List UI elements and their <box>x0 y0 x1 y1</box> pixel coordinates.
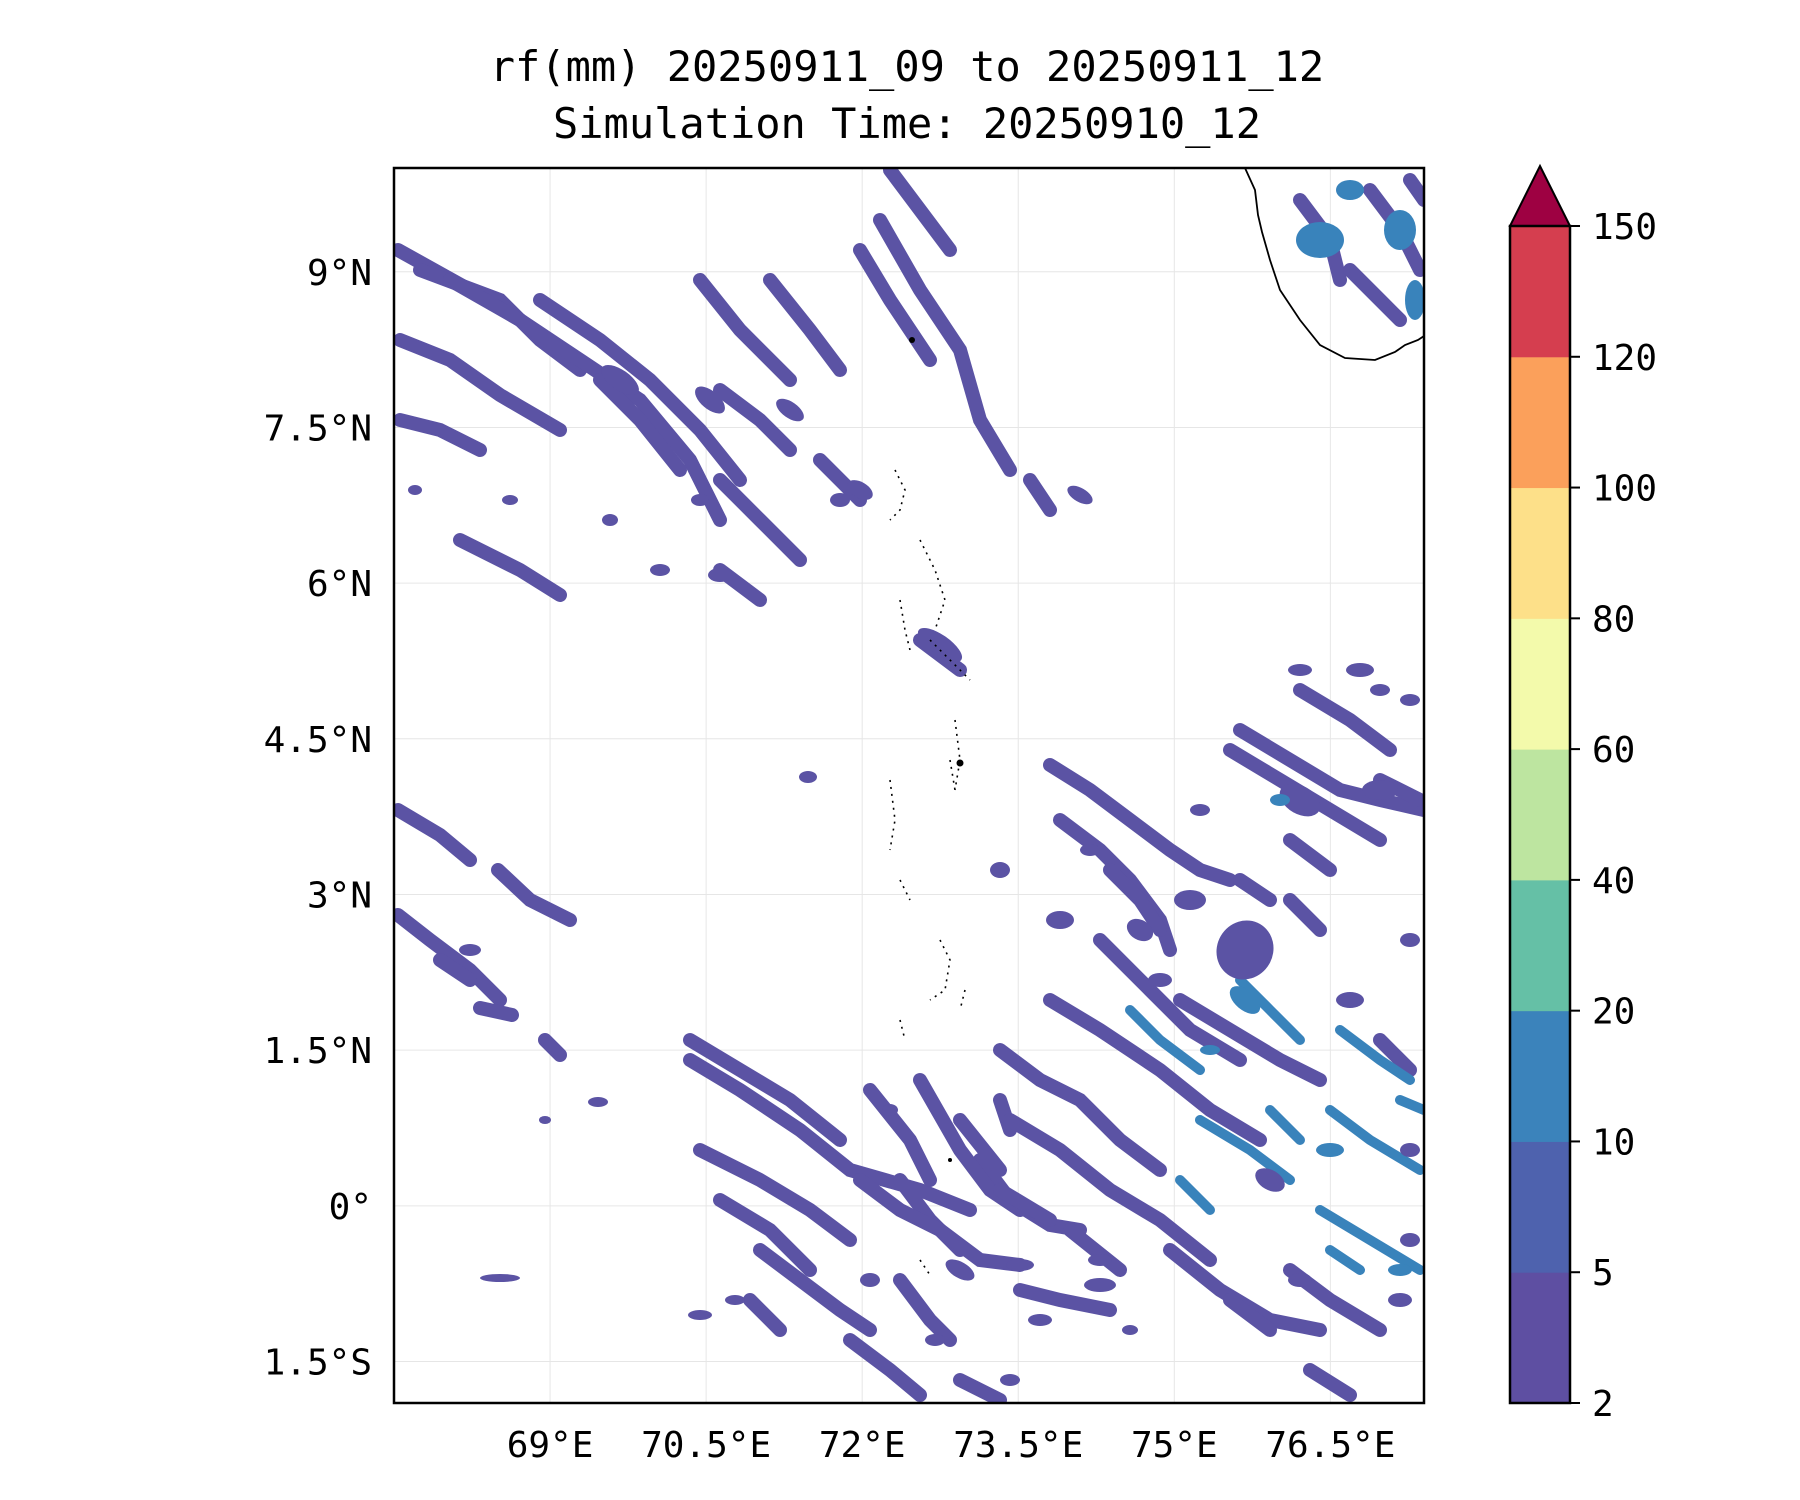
colorbar-tick-label: 100 <box>1592 469 1657 510</box>
map-title-line-2: Simulation Time: 20250910_12 <box>553 99 1261 148</box>
colorbar-tick-label: 150 <box>1592 207 1657 248</box>
colorbar-segment <box>1510 1272 1570 1404</box>
colorbar-segment <box>1510 1141 1570 1273</box>
colorbar-tick-label: 10 <box>1592 1122 1635 1163</box>
latitude-tick-labels: 9°N 7.5°N 6°N 4.5°N 3°N 1.5°N 0° 1.5°S <box>264 253 372 1384</box>
rain-blobs-south <box>688 1104 1138 1386</box>
colorbar-segment <box>1510 879 1570 1012</box>
maldives-islets <box>909 337 964 1162</box>
lat-tick-label: 1.5°S <box>264 1342 372 1383</box>
rain-streaks-east-heavy <box>1125 975 1424 1275</box>
rain-blobs-east <box>990 663 1420 1307</box>
rain-blobs-northeast <box>1296 180 1424 320</box>
colorbar-extend-arrow <box>1508 163 1572 227</box>
rain-streaks-southwest <box>394 803 577 1062</box>
lat-tick-label: 1.5°N <box>264 1031 372 1072</box>
lat-tick-label: 3°N <box>307 875 372 916</box>
lon-tick-label: 70.5°E <box>641 1425 771 1466</box>
rain-blobs-northwest <box>408 364 1093 663</box>
lat-tick-label: 4.5°N <box>264 720 372 761</box>
maldives-atolls <box>889 469 971 1276</box>
lat-tick-label: 7.5°N <box>264 408 372 449</box>
lon-tick-label: 75°E <box>1131 1425 1218 1466</box>
colorbar-tick-label: 20 <box>1592 992 1635 1033</box>
rain-streaks-south <box>683 1033 1127 1403</box>
colorbar-tick-label: 5 <box>1592 1253 1614 1294</box>
rain-streaks-northwest <box>394 168 1057 677</box>
map-frame <box>392 166 1426 1405</box>
colorbar-segment <box>1510 226 1570 358</box>
lon-tick-label: 76.5°E <box>1265 1425 1395 1466</box>
lat-tick-label: 6°N <box>307 564 372 605</box>
colorbar-tick-label: 60 <box>1592 730 1635 771</box>
colorbar-segment <box>1510 356 1570 489</box>
longitude-tick-labels: 69°E 70.5°E 72°E 73.5°E 75°E 76.5°E <box>507 1425 1396 1466</box>
colorbar-segment <box>1510 749 1570 881</box>
colorbar-tick-label: 2 <box>1592 1384 1614 1425</box>
map-title-line-1: rf(mm) 20250911_09 to 20250911_12 <box>490 42 1324 91</box>
colorbar-segment <box>1510 1010 1570 1142</box>
colorbar-frame <box>1508 224 1572 1405</box>
colorbar: 2 5 10 20 40 60 80 100 120 150 <box>1508 163 1657 1425</box>
rain-streaks-east <box>993 683 1424 1402</box>
rain-blobs-east-heavy <box>1200 794 1412 1276</box>
rain-blobs-southwest <box>459 771 817 1282</box>
rainfall-field <box>394 168 1424 1403</box>
colorbar-segment <box>1510 487 1570 619</box>
lat-tick-label: 0° <box>329 1187 372 1228</box>
map-panel: 9°N 7.5°N 6°N 4.5°N 3°N 1.5°N 0° 1.5°S 69°E 70.5… <box>264 166 1426 1466</box>
india-coastline <box>1244 168 1424 361</box>
colorbar-tick-label: 40 <box>1592 861 1635 902</box>
colorbar-tick-label: 80 <box>1592 599 1635 640</box>
colorbar-segment <box>1510 618 1570 750</box>
lon-tick-label: 73.5°E <box>953 1425 1083 1466</box>
colorbar-tick-label: 120 <box>1592 338 1657 379</box>
lat-tick-label: 9°N <box>307 253 372 294</box>
lon-tick-label: 69°E <box>507 1425 594 1466</box>
lon-tick-label: 72°E <box>819 1425 906 1466</box>
